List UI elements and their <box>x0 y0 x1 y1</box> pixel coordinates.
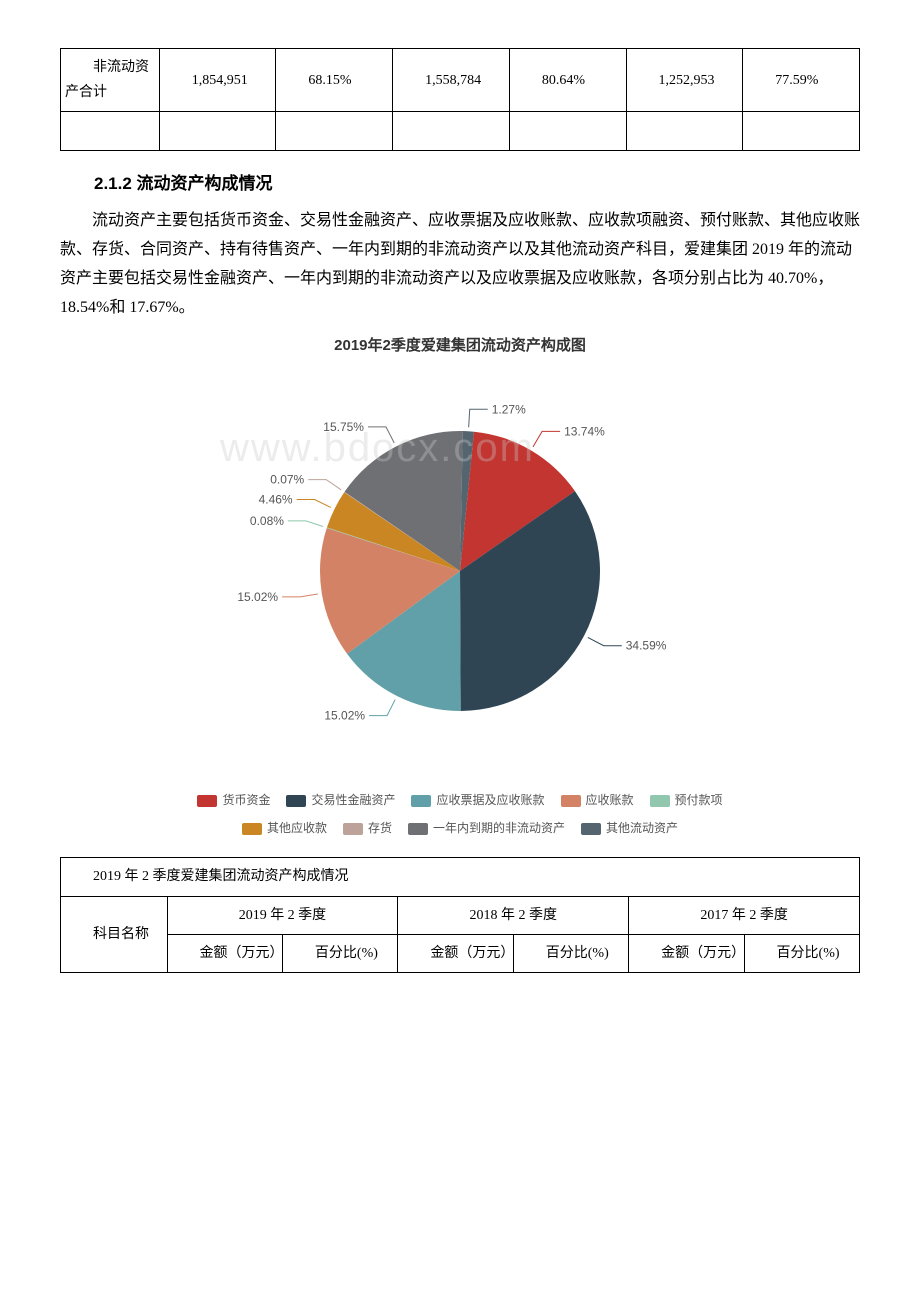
legend-item: 其他流动资产 <box>581 818 678 840</box>
svg-text:15.75%: 15.75% <box>323 420 364 434</box>
svg-text:15.02%: 15.02% <box>324 709 365 723</box>
pie-svg: 13.74% 34.59% 15.02% 15.02% 0.08% 4.46% 0.07% 1… <box>140 371 780 771</box>
legend-label: 应收账款 <box>586 790 634 812</box>
svg-text:15.02%: 15.02% <box>237 590 278 604</box>
svg-text:34.59%: 34.59% <box>626 639 667 653</box>
legend-item: 存货 <box>343 818 392 840</box>
legend-item: 应收票据及应收账款 <box>411 790 544 812</box>
legend-item: 其他应收款 <box>242 818 327 840</box>
section-heading: 2.1.2 流动资产构成情况 <box>60 169 860 200</box>
svg-text:4.46%: 4.46% <box>259 493 293 507</box>
legend-label: 存货 <box>368 818 392 840</box>
col-period: 2017 年 2 季度 <box>629 896 860 934</box>
legend-item: 一年内到期的非流动资产 <box>408 818 565 840</box>
section-paragraph: 流动资产主要包括货币资金、交易性金融资产、应收票据及应收账款、应收款项融资、预付… <box>60 207 860 322</box>
cell-pct: 80.64% <box>509 49 626 112</box>
legend-item: 应收账款 <box>561 790 634 812</box>
svg-text:13.74%: 13.74% <box>564 425 605 439</box>
col-period: 2019 年 2 季度 <box>167 896 398 934</box>
col-amount: 金额（万元） <box>629 934 744 972</box>
legend-item: 预付款项 <box>650 790 723 812</box>
table-row-empty <box>61 112 860 150</box>
pie-chart: 13.74% 34.59% 15.02% 15.02% 0.08% 4.46% 0.07% 1… <box>140 371 780 782</box>
legend-label: 一年内到期的非流动资产 <box>433 818 565 840</box>
col-period: 2018 年 2 季度 <box>398 896 629 934</box>
cell-pct: 68.15% <box>276 49 393 112</box>
legend-label: 应收票据及应收账款 <box>436 790 544 812</box>
col-pct: 百分比(%) <box>282 934 397 972</box>
legend-swatch <box>411 795 431 807</box>
legend-item: 货币资金 <box>197 790 270 812</box>
cell-amount: 1,252,953 <box>626 49 743 112</box>
legend-swatch <box>286 795 306 807</box>
col-amount: 金额（万元） <box>398 934 513 972</box>
legend-label: 预付款项 <box>675 790 723 812</box>
table-caption: 2019 年 2 季度爱建集团流动资产构成情况 <box>61 858 860 896</box>
current-assets-table: 2019 年 2 季度爱建集团流动资产构成情况 科目名称 2019 年 2 季度… <box>60 857 860 973</box>
legend-swatch <box>197 795 217 807</box>
svg-text:0.08%: 0.08% <box>250 514 284 528</box>
legend-swatch <box>408 823 428 835</box>
table-subheader-row: 金额（万元） 百分比(%) 金额（万元） 百分比(%) 金额（万元） 百分比(%… <box>61 934 860 972</box>
chart-title: 2019年2季度爱建集团流动资产构成图 <box>60 332 860 359</box>
col-pct: 百分比(%) <box>513 934 628 972</box>
cell-pct: 77.59% <box>743 49 860 112</box>
legend-label: 其他应收款 <box>267 818 327 840</box>
col-pct: 百分比(%) <box>744 934 859 972</box>
legend-swatch <box>561 795 581 807</box>
table-row: 非流动资产合计 1,854,951 68.15% 1,558,784 80.64… <box>61 49 860 112</box>
non-current-assets-table: 非流动资产合计 1,854,951 68.15% 1,558,784 80.64… <box>60 48 860 151</box>
legend-item: 交易性金融资产 <box>286 790 395 812</box>
col-subject: 科目名称 <box>61 896 168 972</box>
svg-text:0.07%: 0.07% <box>270 473 304 487</box>
legend-swatch <box>242 823 262 835</box>
legend-label: 交易性金融资产 <box>311 790 395 812</box>
cell-label: 非流动资产合计 <box>61 49 160 112</box>
legend-label: 其他流动资产 <box>606 818 678 840</box>
chart-legend: 货币资金 交易性金融资产 应收票据及应收账款 应收账款 预付款项其他应收款 存货 一年内到期… <box>140 790 780 839</box>
table-header-row: 科目名称 2019 年 2 季度 2018 年 2 季度 2017 年 2 季度 <box>61 896 860 934</box>
legend-swatch <box>581 823 601 835</box>
legend-swatch <box>343 823 363 835</box>
cell-amount: 1,558,784 <box>393 49 510 112</box>
legend-swatch <box>650 795 670 807</box>
col-amount: 金额（万元） <box>167 934 282 972</box>
cell-amount: 1,854,951 <box>159 49 276 112</box>
legend-label: 货币资金 <box>222 790 270 812</box>
svg-text:1.27%: 1.27% <box>492 403 526 417</box>
table-caption-row: 2019 年 2 季度爱建集团流动资产构成情况 <box>61 858 860 896</box>
